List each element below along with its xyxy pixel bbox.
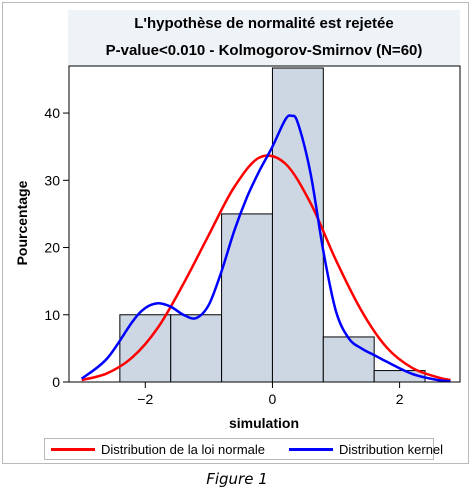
legend-item-normal: Distribution de la loi normale [51,441,265,457]
y-tick-label: 10 [44,307,60,323]
kernel-curve [80,114,451,383]
x-tick-label: −2 [137,391,153,407]
legend: Distribution de la loi normale Distribut… [44,438,443,460]
histogram-bar [170,314,223,383]
histogram-bar [221,213,273,383]
y-axis-label: Pourcentage [14,180,30,265]
y-axis: 0 10 20 30 40 [44,105,69,390]
bars-layer [119,67,426,383]
x-tick-label: 2 [396,391,404,407]
y-tick-label: 40 [44,105,60,121]
legend-item-kernel: Distribution kernel [289,441,443,457]
y-tick-label: 20 [44,240,60,256]
legend-swatch-kernel [289,447,333,451]
x-axis-label: simulation [229,415,299,431]
chart-subtitle: P-value<0.010 - Kolmogorov-Smirnov (N=60… [105,42,423,59]
legend-swatch-normal [51,447,95,451]
histogram-bar [271,67,324,383]
chart-title: L'hypothèse de normalité est rejetée [134,15,394,32]
x-tick-label: 0 [269,391,277,407]
histogram-plot: 0 10 20 30 40 −2 0 2 Pourcentage simulation [14,65,461,431]
figure-caption: Figure 1 [206,470,268,488]
histogram-bar [119,314,172,383]
legend-label-kernel: Distribution kernel [339,441,444,457]
x-axis: −2 0 2 [137,382,404,407]
normal-curve [81,154,451,382]
histogram-bar [322,336,375,383]
curves-layer [80,114,451,383]
y-tick-label: 30 [44,172,60,188]
plot-border [68,65,461,383]
title-box [68,10,460,66]
y-tick-label: 0 [52,374,60,390]
legend-label-normal: Distribution de la loi normale [101,441,266,457]
